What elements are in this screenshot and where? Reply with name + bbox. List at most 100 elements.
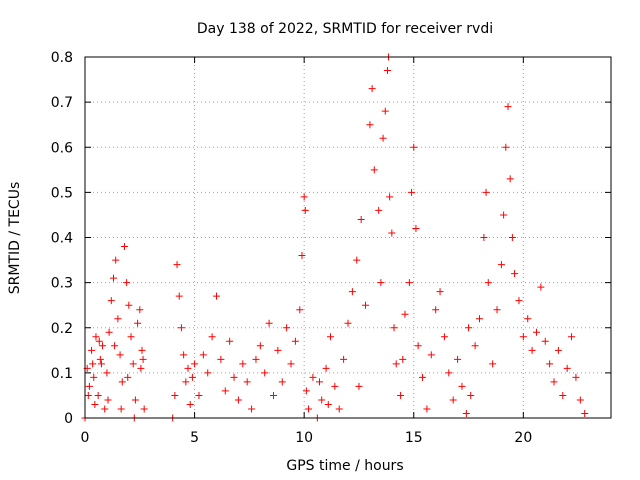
data-point — [515, 297, 523, 305]
data-point — [89, 360, 97, 368]
data-point — [84, 391, 92, 399]
data-point — [261, 369, 269, 377]
data-point — [287, 360, 295, 368]
data-point — [127, 333, 135, 341]
y-tick-label: 0.3 — [51, 276, 73, 292]
data-point — [489, 360, 497, 368]
data-point — [528, 346, 536, 354]
data-point — [412, 224, 420, 232]
data-points — [81, 53, 589, 422]
data-point — [171, 391, 179, 399]
data-point — [213, 292, 220, 300]
data-point — [97, 360, 105, 368]
data-point — [204, 369, 212, 377]
data-point — [348, 288, 356, 296]
data-point — [410, 143, 418, 151]
data-point — [506, 175, 514, 183]
data-point — [274, 346, 282, 354]
data-point — [353, 256, 361, 264]
data-point — [370, 166, 378, 174]
data-point — [322, 364, 330, 372]
data-point — [120, 243, 128, 251]
data-point — [191, 360, 199, 368]
data-point — [500, 211, 508, 219]
data-point — [291, 337, 299, 345]
data-point — [109, 274, 117, 282]
data-point — [408, 188, 416, 196]
x-tick-label: 5 — [190, 430, 199, 446]
data-point — [379, 134, 387, 142]
axis-ticks: 0 5 10 15 20 0 0.1 0.2 0.3 0.4 0.5 0.6 0.7 0.8 — [51, 50, 611, 446]
data-point — [116, 351, 124, 359]
data-point — [546, 360, 554, 368]
data-point — [462, 409, 470, 417]
data-point — [550, 378, 558, 386]
data-point — [243, 378, 251, 386]
data-point — [91, 400, 99, 408]
data-point — [226, 337, 234, 345]
data-point — [90, 373, 98, 381]
data-point — [131, 396, 139, 404]
data-point — [563, 364, 571, 372]
data-point — [139, 355, 147, 363]
data-point — [326, 333, 334, 341]
data-point — [375, 206, 383, 214]
data-point — [423, 405, 431, 413]
data-point — [427, 351, 435, 359]
data-point — [576, 396, 584, 404]
data-point — [252, 355, 260, 363]
data-point — [129, 360, 137, 368]
data-point — [324, 400, 332, 408]
data-point — [92, 333, 100, 341]
y-tick-label: 0.8 — [51, 50, 73, 66]
data-point — [388, 229, 396, 237]
data-point — [383, 67, 391, 75]
data-point — [177, 324, 185, 332]
data-point — [386, 193, 394, 201]
data-point — [493, 306, 501, 314]
data-point — [554, 346, 562, 354]
data-point — [105, 328, 113, 336]
data-point — [230, 373, 238, 381]
data-point — [195, 391, 203, 399]
data-point — [465, 324, 473, 332]
data-point — [454, 355, 462, 363]
data-point — [296, 306, 304, 314]
data-point — [234, 396, 242, 404]
x-axis-label: GPS time / hours — [286, 458, 403, 474]
data-point — [300, 193, 308, 201]
data-point — [125, 301, 133, 309]
data-point — [269, 391, 277, 399]
data-point — [480, 234, 488, 241]
data-point — [95, 337, 103, 345]
plot-frame — [84, 56, 612, 419]
data-point — [511, 270, 519, 278]
data-point — [278, 378, 286, 386]
data-point — [96, 355, 104, 363]
data-point — [301, 206, 309, 214]
data-point — [524, 315, 532, 323]
data-point — [305, 405, 313, 413]
data-point — [532, 328, 540, 336]
data-point — [405, 279, 413, 287]
data-point — [107, 297, 115, 305]
data-point — [112, 256, 120, 264]
data-point — [537, 283, 545, 291]
data-point — [309, 373, 317, 381]
data-point — [581, 409, 589, 417]
data-point — [175, 292, 183, 300]
data-point — [318, 396, 326, 404]
x-tick-label: 0 — [81, 430, 90, 446]
data-point — [440, 333, 448, 341]
data-point — [399, 355, 407, 363]
data-point — [331, 382, 339, 390]
data-point — [298, 252, 306, 260]
x-tick-label: 10 — [295, 430, 313, 446]
data-point — [316, 378, 324, 386]
data-point — [377, 279, 385, 287]
data-point — [114, 315, 122, 323]
data-point — [355, 382, 363, 390]
y-axis-label: SRMTID / TECUs — [7, 182, 23, 295]
data-point — [471, 342, 479, 350]
data-point — [414, 342, 422, 350]
